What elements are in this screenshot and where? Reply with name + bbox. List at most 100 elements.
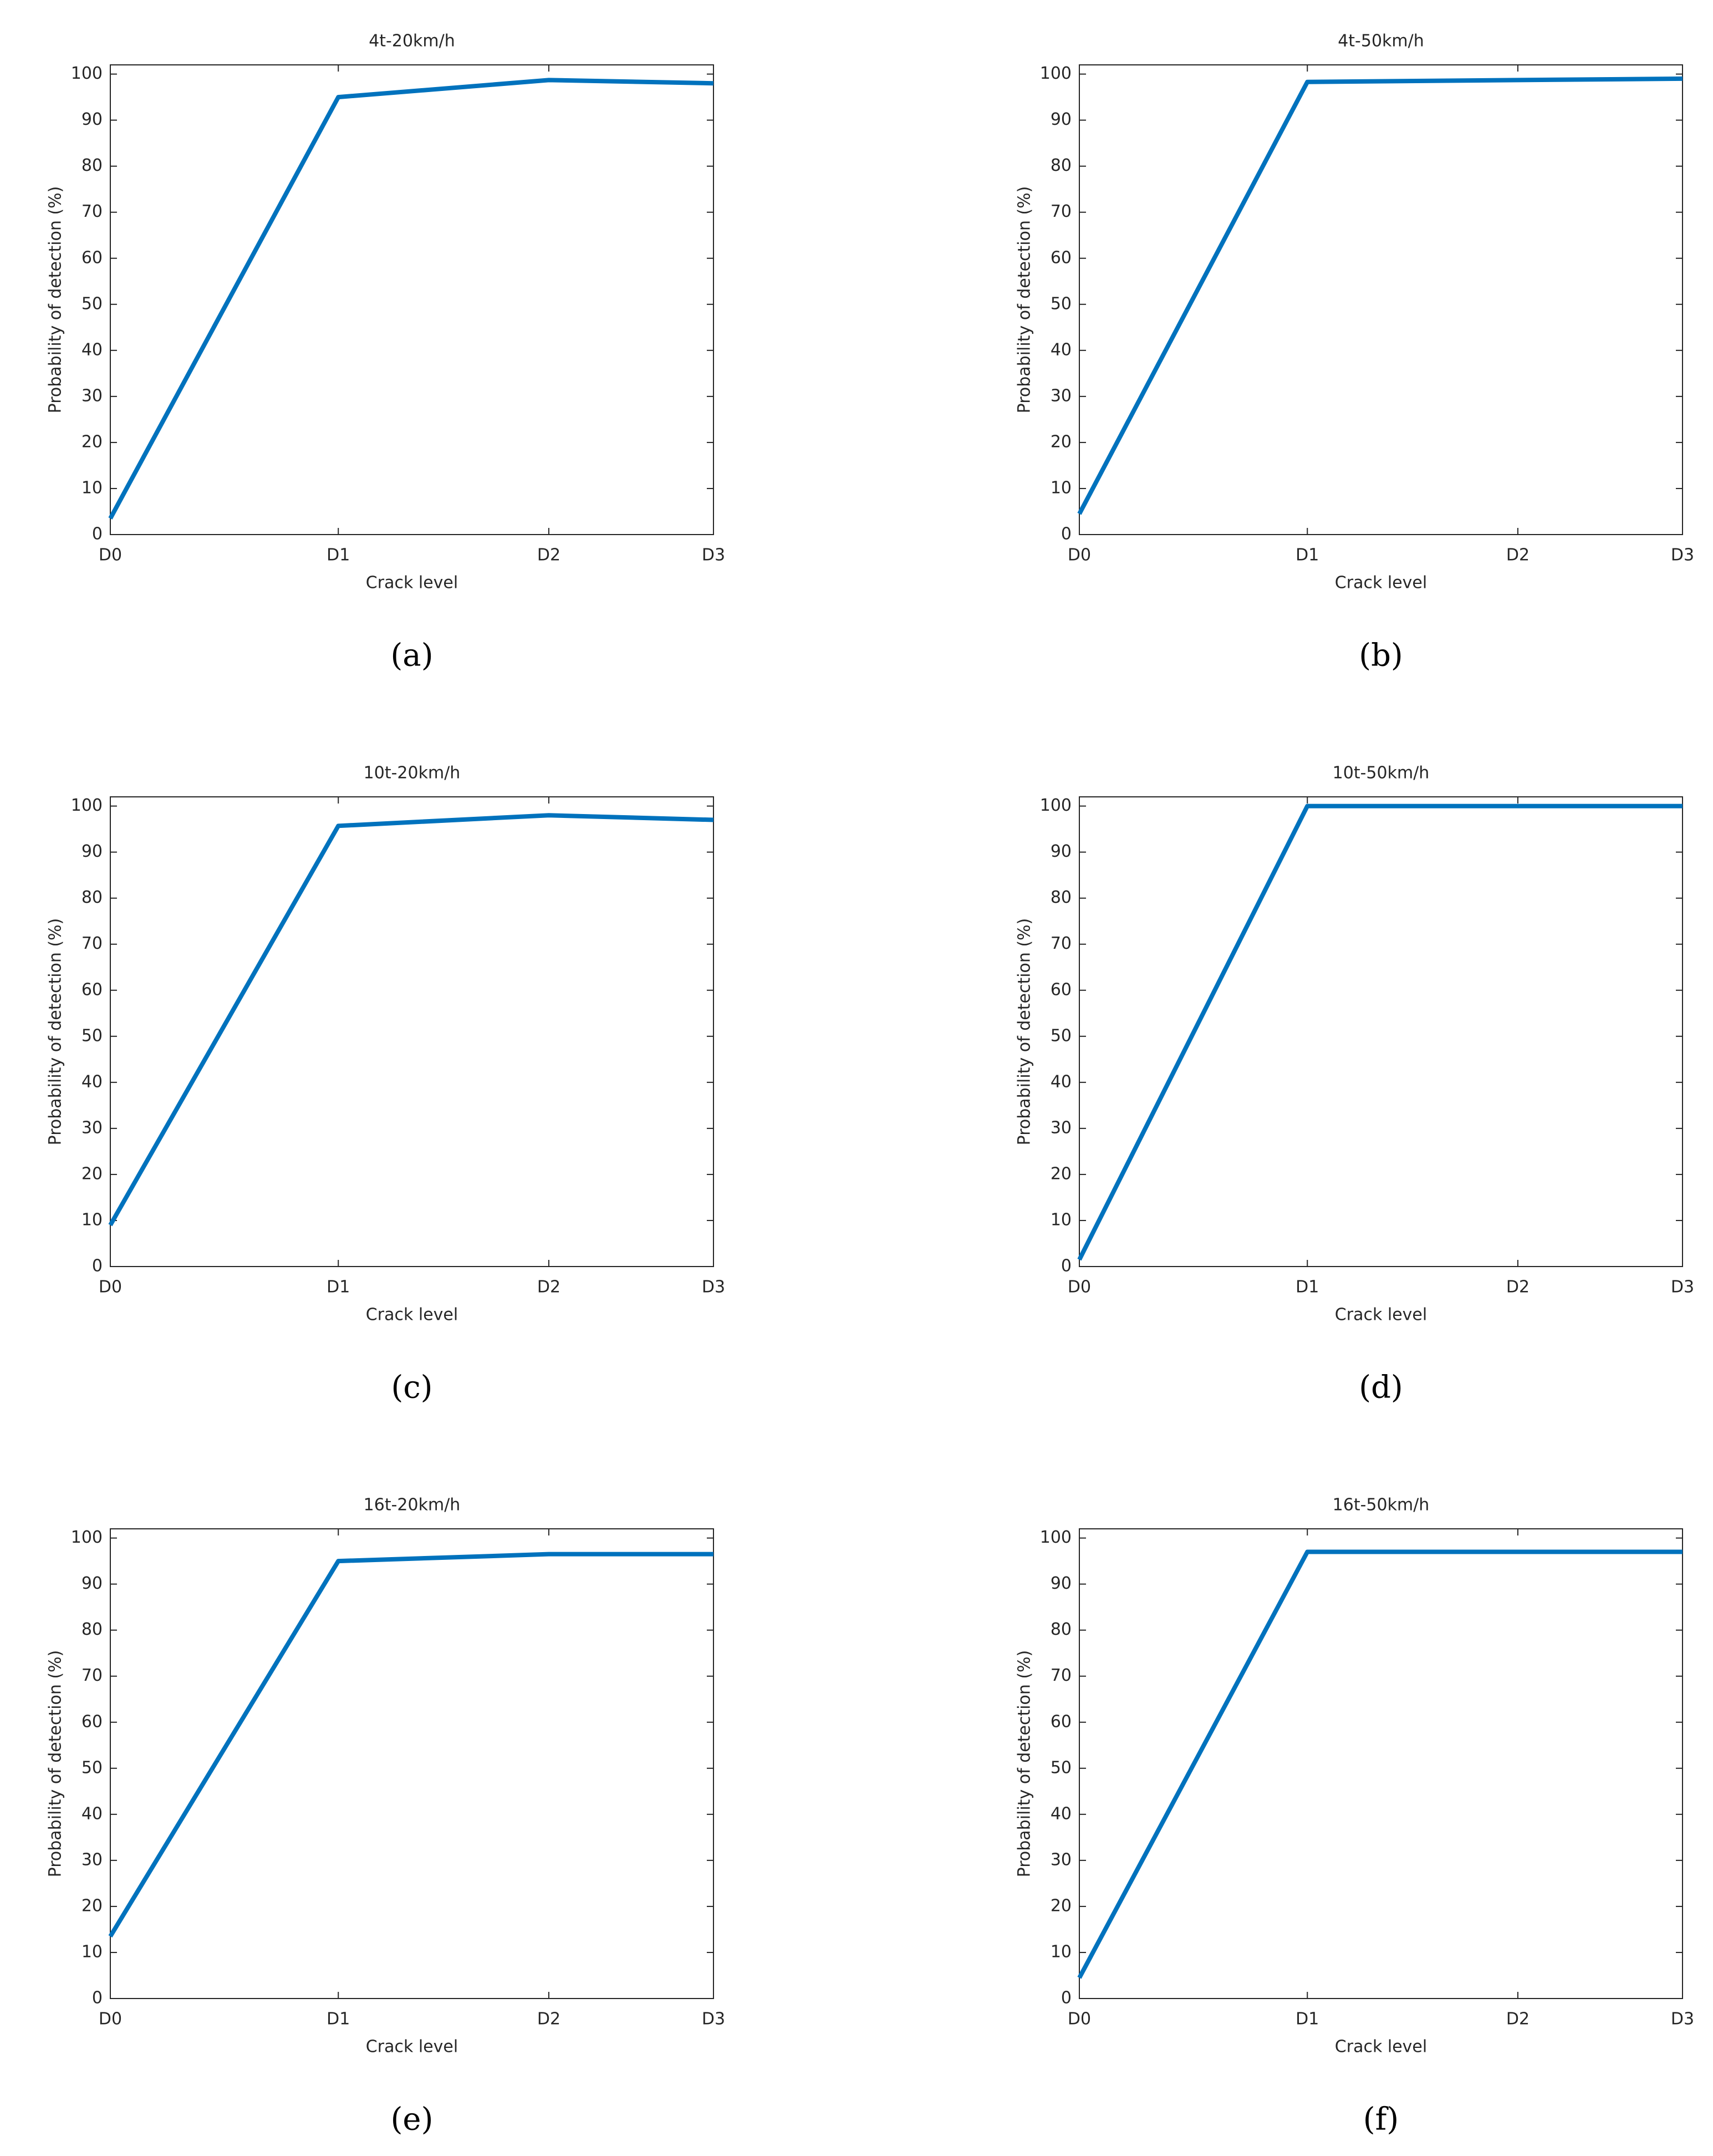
y-tick-label: 50 [1051,294,1072,313]
panel-label: (b) [1359,638,1403,674]
y-tick-label: 30 [81,1118,103,1137]
y-tick-label: 80 [81,1620,103,1639]
panel-label: (e) [391,2102,434,2138]
chart-title: 16t-20km/h [364,1496,461,1515]
y-axis-label: Probability of detection (%) [46,1650,65,1878]
y-tick-label: 20 [81,1164,103,1183]
y-tick-label: 40 [1051,1804,1072,1823]
data-line [108,813,714,1227]
y-tick-label: 70 [81,202,103,221]
y-tick-label: 10 [81,478,103,497]
y-tick-label: 0 [92,525,103,544]
data-line [1077,804,1683,1261]
y-axis-label: Probability of detection (%) [1015,186,1034,414]
axes-frame [110,64,714,535]
y-tick-label: 40 [1051,1072,1072,1091]
y-tick-label: 90 [1051,842,1072,861]
x-tick-label: D0 [99,1278,122,1297]
y-tick-label: 100 [71,64,103,83]
y-tick-label: 50 [1051,1758,1072,1777]
axes-frame [1079,64,1683,535]
y-tick-label: 10 [1051,1210,1072,1229]
y-tick-label: 40 [81,1072,103,1091]
x-tick-label: D3 [702,1278,725,1297]
y-tick-label: 70 [1051,1666,1072,1685]
y-tick-label: 90 [81,110,103,129]
y-tick-label: 50 [1051,1026,1072,1045]
y-tick-label: 60 [1051,1712,1072,1731]
x-tick-label: D2 [1506,2010,1530,2029]
x-tick-label: D2 [1506,546,1530,565]
y-tick-label: 10 [81,1942,103,1961]
y-axis-label: Probability of detection (%) [1015,918,1034,1146]
chart-title: 16t-50km/h [1333,1496,1430,1515]
y-tick-label: 10 [1051,1942,1072,1961]
data-line [1077,1549,1683,1979]
panel-label: (f) [1363,2102,1399,2138]
x-tick-label: D1 [1296,2010,1319,2029]
y-tick-label: 0 [92,1989,103,2008]
y-tick-label: 20 [81,432,103,451]
y-tick-label: 80 [1051,1620,1072,1639]
y-tick-label: 30 [1051,1118,1072,1137]
axes-frame [1079,1528,1683,1999]
data-line [108,78,714,520]
chart-title: 4t-50km/h [1338,32,1424,51]
y-tick-label: 90 [1051,110,1072,129]
y-tick-label: 40 [81,340,103,359]
x-tick-label: D0 [1068,1278,1091,1297]
panel-label: (a) [390,638,433,674]
y-tick-label: 80 [1051,888,1072,907]
x-tick-label: D2 [1506,1278,1530,1297]
data-line [1077,76,1683,515]
x-tick-label: D2 [537,2010,560,2029]
y-tick-label: 60 [81,248,103,267]
y-tick-label: 30 [81,1850,103,1869]
y-axis-label: Probability of detection (%) [46,186,65,414]
y-tick-label: 50 [81,1758,103,1777]
x-axis-label: Crack level [366,573,458,593]
y-tick-label: 80 [81,888,103,907]
axes-frame [110,796,714,1267]
y-tick-label: 100 [71,796,103,815]
y-tick-label: 100 [71,1528,103,1547]
y-tick-label: 30 [1051,386,1072,405]
y-tick-label: 60 [81,1712,103,1731]
y-tick-label: 100 [1040,1528,1072,1547]
y-tick-label: 0 [92,1257,103,1276]
x-tick-label: D1 [327,1278,350,1297]
y-axis-label: Probability of detection (%) [46,918,65,1146]
x-axis-label: Crack level [1335,2037,1427,2057]
data-line [108,1552,713,1938]
x-tick-label: D3 [702,2010,725,2029]
y-tick-label: 40 [81,1804,103,1823]
panel-label: (d) [1359,1370,1403,1406]
chart-title: 10t-20km/h [364,764,461,783]
y-tick-label: 70 [1051,202,1072,221]
x-tick-label: D1 [1296,1278,1319,1297]
x-tick-label: D3 [1671,1278,1694,1297]
x-axis-label: Crack level [366,1305,458,1325]
y-tick-label: 90 [81,1574,103,1593]
axes-frame [110,1528,714,1999]
x-tick-label: D1 [327,2010,350,2029]
y-tick-label: 70 [1051,934,1072,953]
x-tick-label: D3 [702,546,725,565]
x-tick-label: D1 [1296,546,1319,565]
y-tick-label: 80 [81,156,103,175]
y-tick-label: 80 [1051,156,1072,175]
y-tick-label: 0 [1061,525,1072,544]
x-axis-label: Crack level [1335,573,1427,593]
y-tick-label: 20 [1051,432,1072,451]
chart-title: 10t-50km/h [1333,764,1430,783]
y-tick-label: 60 [1051,248,1072,267]
panel-label: (c) [391,1370,432,1406]
y-tick-label: 20 [81,1896,103,1915]
y-tick-label: 30 [1051,1850,1072,1869]
x-tick-label: D0 [99,546,122,565]
y-tick-label: 20 [1051,1164,1072,1183]
y-tick-label: 20 [1051,1896,1072,1915]
y-tick-label: 10 [81,1210,103,1229]
x-tick-label: D3 [1671,2010,1694,2029]
y-tick-label: 70 [81,1666,103,1685]
